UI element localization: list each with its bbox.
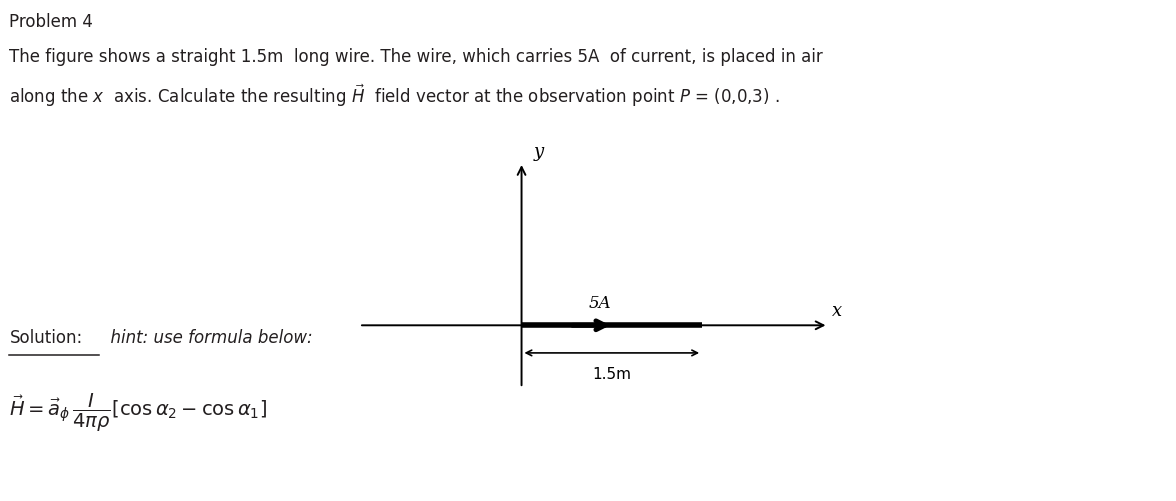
Text: Problem 4: Problem 4 (9, 13, 93, 31)
Text: 1.5m: 1.5m (593, 367, 632, 382)
Text: Solution:: Solution: (9, 328, 82, 346)
Text: hint: use formula below:: hint: use formula below: (100, 328, 313, 346)
Text: 5A: 5A (588, 295, 612, 312)
Text: $\vec{H} = \vec{a}_{\phi}\,\dfrac{I}{4\pi\rho}[\cos\alpha_2 - \cos\alpha_1]$: $\vec{H} = \vec{a}_{\phi}\,\dfrac{I}{4\p… (9, 391, 267, 433)
Text: along the $x$  axis. Calculate the resulting $\vec{H}$  field vector at the obse: along the $x$ axis. Calculate the result… (9, 83, 780, 109)
Text: x: x (831, 302, 842, 320)
Text: y: y (534, 142, 543, 160)
Text: The figure shows a straight 1.5m  long wire. The wire, which carries 5A  of curr: The figure shows a straight 1.5m long wi… (9, 48, 823, 66)
